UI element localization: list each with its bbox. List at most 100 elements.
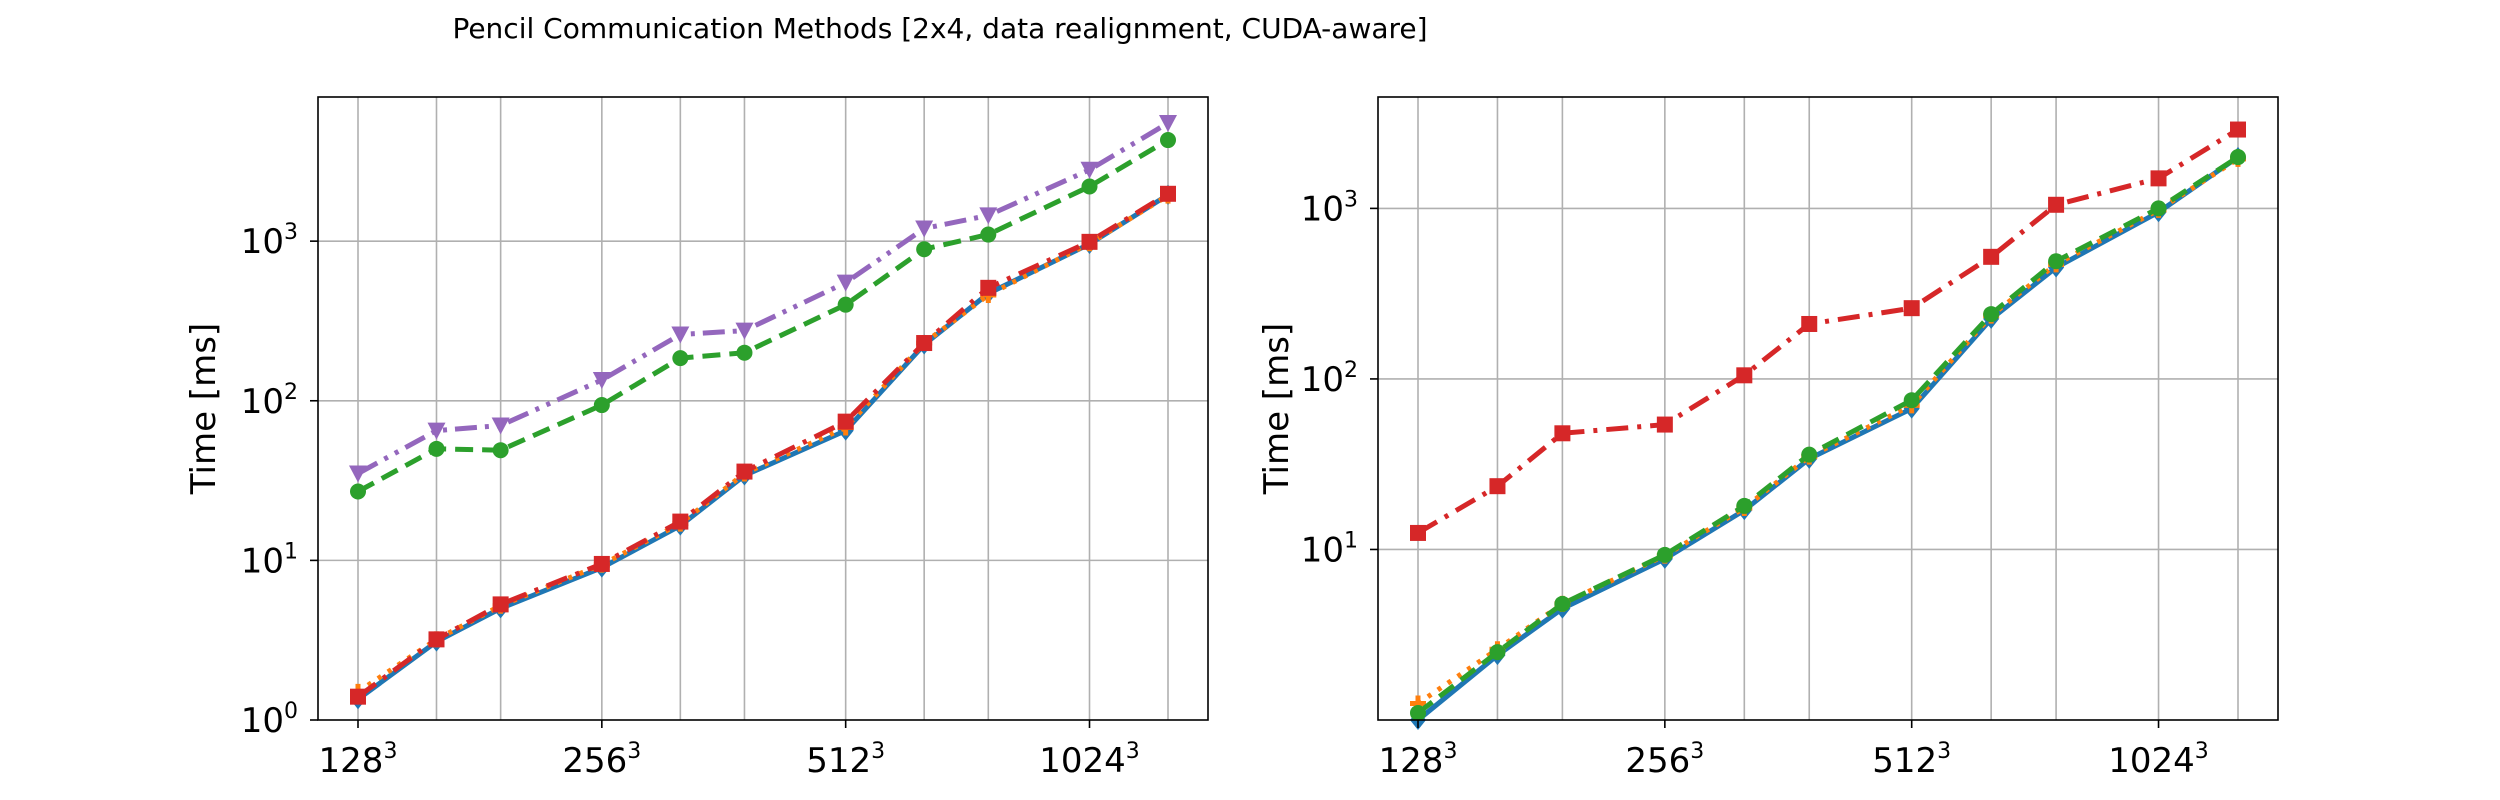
data-point <box>1801 446 1818 463</box>
y-axis-label: Time [ms] <box>184 323 224 495</box>
data-point <box>1081 233 1098 250</box>
axes-frame <box>317 96 1209 721</box>
x-tick-exponent: 3 <box>1690 739 1704 764</box>
y-tick-label: 103 <box>1301 187 1358 229</box>
y-tick-exponent: 3 <box>284 220 298 245</box>
y-tick-label: 103 <box>241 220 298 262</box>
x-tick-label: 10243 <box>2108 739 2209 781</box>
data-point <box>350 688 366 705</box>
data-point <box>1080 161 1099 179</box>
x-tick-exponent: 3 <box>1937 739 1951 764</box>
y-tick-exponent: 2 <box>1344 358 1358 383</box>
y-tick-label: 101 <box>1301 528 1358 570</box>
data-point <box>1656 546 1673 563</box>
y-tick-exponent: 1 <box>1344 528 1358 553</box>
x-tick-base: 128 <box>319 741 384 781</box>
x-tick-label: 1283 <box>1379 739 1458 781</box>
data-point <box>980 279 997 296</box>
data-point <box>1903 300 1920 317</box>
data-point <box>1983 306 2000 323</box>
x-tick-base: 128 <box>1379 741 1444 781</box>
y-tick-exponent: 0 <box>284 699 298 724</box>
data-point <box>1554 595 1571 612</box>
data-point <box>592 371 611 389</box>
data-point <box>2150 200 2167 217</box>
data-point <box>1410 704 1426 721</box>
data-point <box>2230 121 2246 138</box>
data-point <box>672 350 689 367</box>
data-point <box>492 442 509 459</box>
y-tick-base: 10 <box>241 222 284 262</box>
data-point <box>915 220 934 238</box>
data-point <box>1983 248 2000 265</box>
x-tick-exponent: 3 <box>1443 739 1457 764</box>
data-point <box>349 465 367 483</box>
x-tick-label: 5123 <box>806 739 885 781</box>
data-point <box>593 555 610 572</box>
data-point <box>836 274 855 292</box>
data-point <box>1656 416 1673 433</box>
data-point <box>916 335 933 352</box>
data-point <box>1736 367 1753 384</box>
y-tick-label: 102 <box>1301 358 1358 400</box>
x-tick-base: 1024 <box>1039 741 1126 781</box>
x-tick-label: 1283 <box>319 739 398 781</box>
data-point <box>350 483 366 500</box>
data-point <box>1160 132 1176 149</box>
data-point <box>979 207 998 225</box>
data-point <box>2230 149 2246 166</box>
data-point <box>1903 392 1920 409</box>
data-point <box>837 296 854 313</box>
data-point <box>1489 644 1506 661</box>
y-tick-base: 10 <box>1301 360 1344 400</box>
figure-title: Pencil Communication Methods [2x4, data … <box>452 12 1427 45</box>
data-point <box>1081 178 1098 195</box>
data-point <box>428 440 445 457</box>
x-tick-exponent: 3 <box>1126 739 1140 764</box>
x-tick-base: 256 <box>562 741 627 781</box>
data-point <box>837 413 854 430</box>
x-tick-exponent: 3 <box>871 739 885 764</box>
x-tick-label: 2563 <box>562 739 641 781</box>
data-point <box>2048 253 2065 270</box>
axes-frame <box>1377 96 2279 721</box>
data-point <box>428 631 445 648</box>
data-point <box>1554 425 1571 442</box>
x-tick-label: 5123 <box>1872 739 1951 781</box>
data-point <box>672 513 689 530</box>
data-point <box>491 417 510 435</box>
x-tick-base: 256 <box>1625 741 1690 781</box>
x-tick-base: 1024 <box>2108 741 2195 781</box>
data-point <box>1489 478 1506 495</box>
data-point <box>593 397 610 414</box>
y-tick-exponent: 1 <box>284 539 298 564</box>
data-point <box>492 596 509 613</box>
y-tick-exponent: 3 <box>1344 187 1358 212</box>
y-tick-label: 102 <box>241 380 298 422</box>
data-point <box>427 422 446 440</box>
data-point <box>2048 196 2065 213</box>
data-point <box>1801 315 1818 332</box>
y-axis-label: Time [ms] <box>1257 323 1297 495</box>
x-tick-exponent: 3 <box>2195 739 2209 764</box>
data-point <box>1160 185 1176 202</box>
x-tick-base: 512 <box>806 741 871 781</box>
x-tick-label: 2563 <box>1625 739 1704 781</box>
y-tick-label: 101 <box>241 539 298 581</box>
x-tick-exponent: 3 <box>383 739 397 764</box>
x-tick-base: 512 <box>1872 741 1937 781</box>
y-tick-base: 10 <box>1301 530 1344 570</box>
data-point <box>735 322 754 340</box>
y-tick-base: 10 <box>241 541 284 581</box>
data-point <box>736 344 753 361</box>
data-point <box>916 241 933 258</box>
y-tick-label: 100 <box>241 699 298 741</box>
data-point <box>2150 170 2167 187</box>
data-point <box>671 326 690 344</box>
x-tick-exponent: 3 <box>627 739 641 764</box>
data-point <box>1410 524 1426 541</box>
y-tick-base: 10 <box>241 701 284 741</box>
